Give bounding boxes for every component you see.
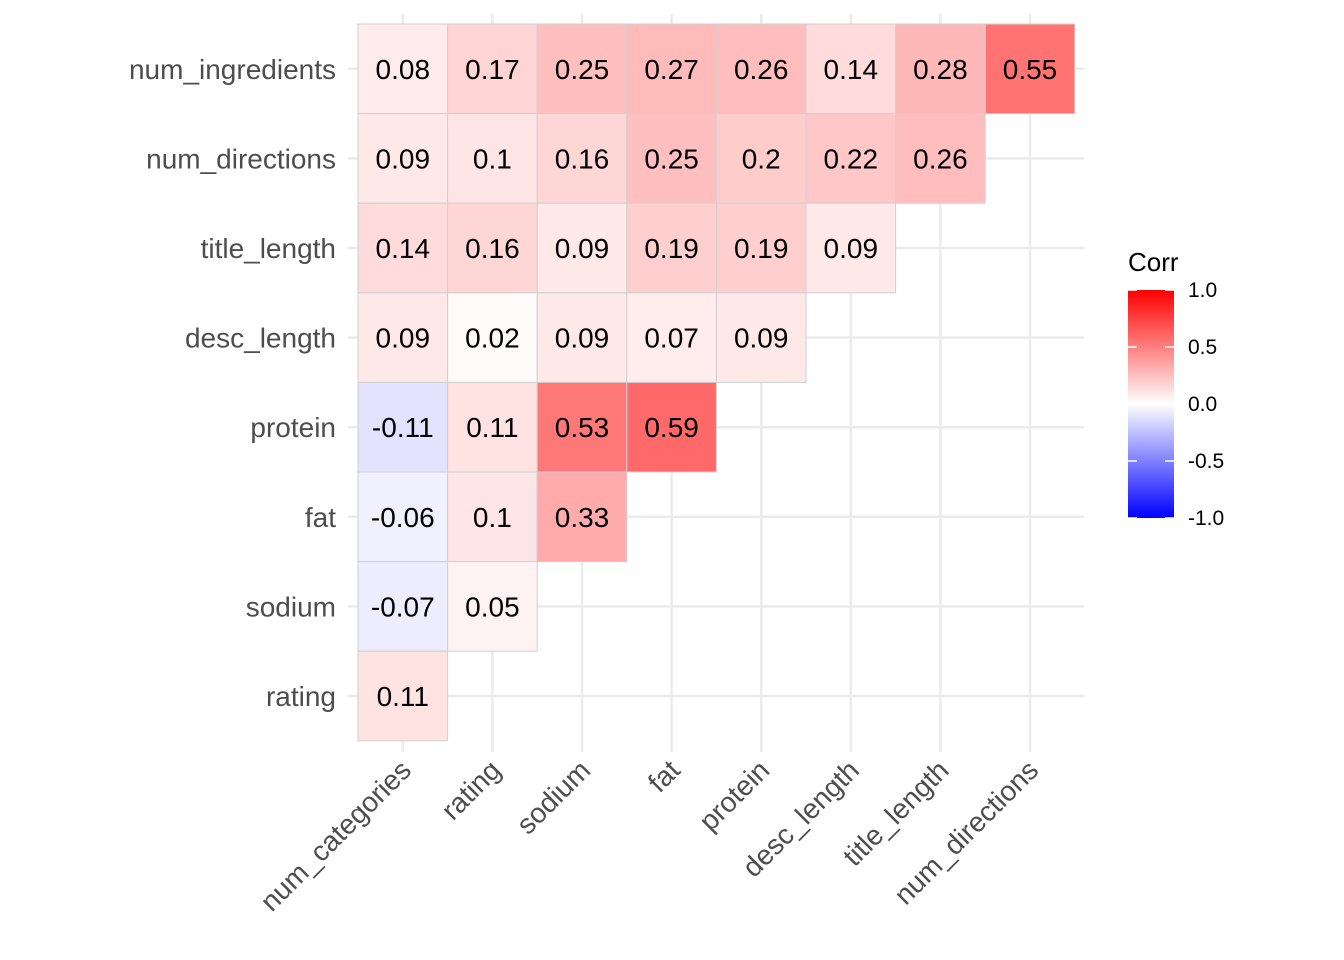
cell-title-length-num-categories — [357, 202, 449, 294]
cell-label-num-directions-sodium: 0.16 — [555, 143, 610, 174]
cell-desc-length-rating — [447, 292, 538, 383]
legend-tick-label-3: -0.5 — [1188, 450, 1224, 473]
cell-label-desc-length-num-categories: 0.09 — [376, 323, 431, 354]
x-tick-label-rating: rating — [435, 754, 506, 825]
cell-label-desc-length-sodium: 0.09 — [555, 323, 610, 354]
cell-label-fat-num-categories: -0.06 — [371, 502, 435, 533]
cell-num-directions-sodium — [536, 113, 628, 204]
y-tick-label-desc-length: desc_length — [185, 323, 336, 354]
cell-label-fat-sodium: 0.33 — [555, 502, 610, 533]
cell-num-directions-num-categories — [357, 113, 449, 204]
y-axis-tick-labels: num_ingredients num_directions title_lengt… — [129, 54, 336, 712]
heatmap-cells — [357, 23, 1076, 742]
cell-title-length-rating — [447, 202, 538, 294]
cell-label-num-ingredients-sodium: 0.25 — [555, 54, 610, 85]
cell-label-num-ingredients-rating: 0.17 — [465, 54, 520, 85]
cell-label-desc-length-fat: 0.07 — [644, 323, 699, 354]
cell-num-directions-title-length — [895, 113, 986, 204]
y-tick-label-num-directions: num_directions — [146, 143, 336, 174]
cell-num-ingredients-desc-length — [805, 23, 897, 115]
x-tick-label-sodium: sodium — [510, 754, 596, 840]
cell-protein-fat — [626, 381, 717, 473]
cell-label-title-length-rating: 0.16 — [465, 233, 520, 264]
cell-num-ingredients-protein — [715, 23, 807, 115]
cell-sodium-rating — [447, 561, 538, 652]
cell-num-directions-rating — [447, 113, 538, 204]
cell-label-num-directions-fat: 0.25 — [644, 143, 699, 174]
cell-desc-length-num-categories — [357, 292, 449, 383]
cell-label-num-directions-num-categories: 0.09 — [376, 143, 431, 174]
cell-fat-sodium — [536, 471, 628, 563]
cell-label-num-ingredients-protein: 0.26 — [734, 54, 789, 85]
cell-label-num-directions-rating: 0.1 — [473, 143, 512, 174]
cell-title-length-fat — [626, 202, 717, 294]
cell-label-title-length-fat: 0.19 — [644, 233, 699, 264]
cell-protein-num-categories — [357, 381, 449, 473]
cell-label-num-ingredients-num-categories: 0.08 — [376, 54, 431, 85]
cell-title-length-desc-length — [805, 202, 897, 294]
legend-title: Corr — [1128, 247, 1179, 277]
cell-label-protein-num-categories: -0.11 — [372, 412, 434, 443]
cell-label-desc-length-rating: 0.02 — [465, 323, 520, 354]
cell-label-rating-num-categories: 0.11 — [377, 681, 429, 712]
cell-num-directions-fat — [626, 113, 717, 204]
y-tick-label-fat: fat — [305, 502, 336, 533]
cell-label-num-ingredients-desc-length: 0.14 — [824, 54, 879, 85]
cell-value-labels: 0.08 0.17 0.25 0.27 0.26 0.14 0.28 0.55 0.09 0.1 0… — [371, 54, 1057, 712]
x-tick-label-fat: fat — [642, 754, 686, 798]
cell-label-num-directions-protein: 0.2 — [742, 143, 781, 174]
cell-label-fat-rating: 0.1 — [473, 502, 512, 533]
cell-label-sodium-rating: 0.05 — [465, 591, 520, 622]
cell-num-directions-protein — [715, 113, 807, 204]
cell-label-title-length-sodium: 0.09 — [555, 233, 610, 264]
cell-label-num-directions-desc-length: 0.22 — [824, 143, 879, 174]
y-tick-label-protein: protein — [250, 412, 336, 443]
cell-fat-num-categories — [357, 471, 449, 563]
cell-rating-num-categories — [357, 650, 449, 742]
cell-label-protein-fat: 0.59 — [644, 412, 699, 443]
y-tick-label-title-length: title_length — [201, 233, 336, 264]
y-tick-label-num-ingredients: num_ingredients — [129, 54, 336, 85]
legend: Corr 1.0 0.5 0.0 -0.5 -1.0 — [1128, 247, 1224, 530]
x-axis-tick-labels: num_categories rating sodium fat proteindesc… — [254, 754, 1044, 917]
cell-num-ingredients-fat — [626, 23, 717, 115]
x-tick-label-protein: protein — [693, 754, 775, 836]
cell-label-num-ingredients-num-directions: 0.55 — [1003, 54, 1058, 85]
cell-num-ingredients-title-length — [895, 23, 986, 115]
cell-label-num-directions-title-length: 0.26 — [913, 143, 968, 174]
cell-label-title-length-desc-length: 0.09 — [824, 233, 879, 264]
y-tick-label-rating: rating — [266, 681, 336, 712]
cell-protein-rating — [447, 381, 538, 473]
legend-tick-label-0: 1.0 — [1188, 279, 1217, 302]
cell-title-length-sodium — [536, 202, 628, 294]
cell-label-protein-sodium: 0.53 — [555, 412, 610, 443]
cell-label-title-length-num-categories: 0.14 — [376, 233, 431, 264]
cell-desc-length-protein — [715, 292, 807, 383]
cell-num-ingredients-num-categories — [357, 23, 449, 115]
cell-label-desc-length-protein: 0.09 — [734, 323, 789, 354]
legend-tick-label-1: 0.5 — [1188, 336, 1217, 359]
cell-title-length-protein — [715, 202, 807, 294]
cell-fat-rating — [447, 471, 538, 563]
x-tick-label-num-categories: num_categories — [254, 754, 417, 917]
cell-label-sodium-num-categories: -0.07 — [371, 591, 435, 622]
legend-tick-label-4: -1.0 — [1188, 507, 1224, 530]
cell-num-ingredients-num-directions — [984, 23, 1076, 115]
cell-label-num-ingredients-fat: 0.27 — [644, 54, 699, 85]
cell-label-num-ingredients-title-length: 0.28 — [913, 54, 968, 85]
cell-label-protein-rating: 0.11 — [466, 412, 518, 443]
y-tick-label-sodium: sodium — [246, 591, 336, 622]
legend-ticks: 1.0 0.5 0.0 -0.5 -1.0 — [1128, 279, 1224, 530]
cell-label-title-length-protein: 0.19 — [734, 233, 789, 264]
legend-tick-label-2: 0.0 — [1188, 393, 1217, 416]
cell-num-directions-desc-length — [805, 113, 897, 204]
